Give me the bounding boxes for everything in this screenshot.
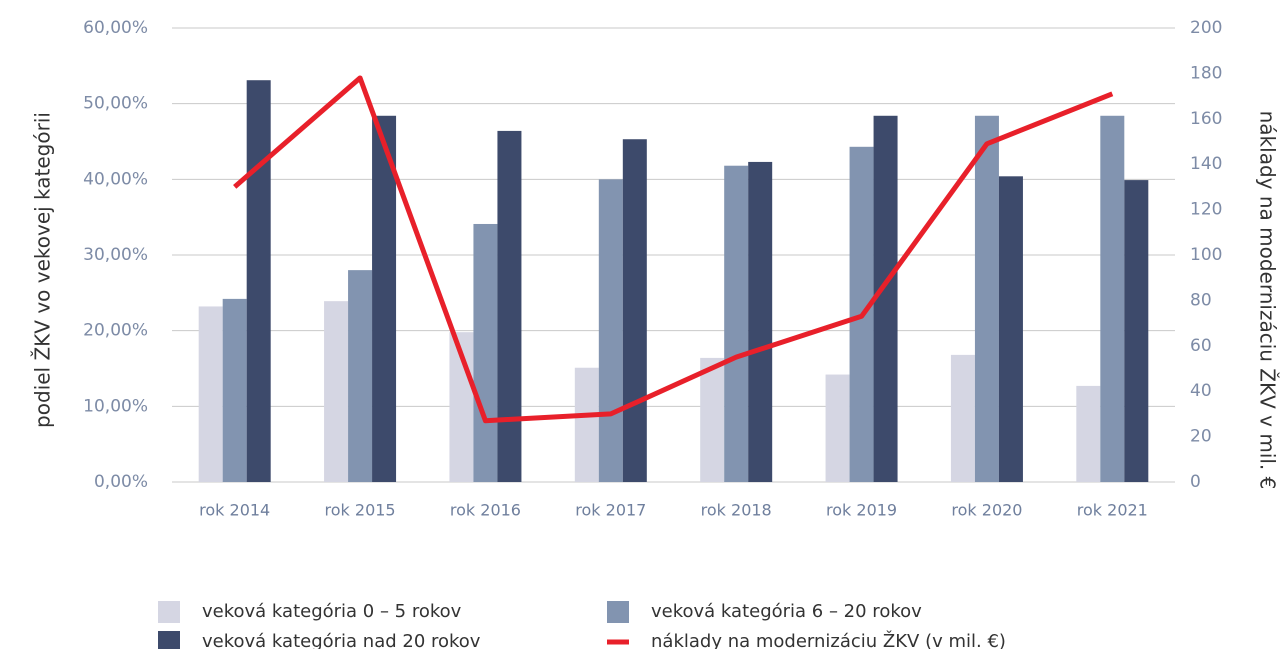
bar xyxy=(246,80,271,483)
y2-tick-label: 140 xyxy=(1190,154,1222,174)
y-tick-label: 10,00% xyxy=(83,396,148,416)
y-tick-label: 60,00% xyxy=(83,18,148,38)
y-tick-label: 20,00% xyxy=(83,321,148,341)
y2-tick-label: 20 xyxy=(1190,427,1212,447)
bar xyxy=(198,306,223,482)
x-tick-label: rok 2021 xyxy=(1077,501,1148,520)
bar xyxy=(574,367,599,482)
bar xyxy=(974,115,999,483)
bar xyxy=(1100,115,1125,483)
bar xyxy=(372,115,397,483)
legend-label: veková kategória 0 – 5 rokov xyxy=(202,601,462,622)
bar xyxy=(622,139,647,483)
bar xyxy=(598,179,623,483)
legend-swatch xyxy=(158,631,180,649)
x-tick-label: rok 2018 xyxy=(701,501,772,520)
x-tick-label: rok 2020 xyxy=(951,501,1022,520)
bar xyxy=(998,176,1023,482)
bar xyxy=(700,357,725,482)
x-tick-label: rok 2014 xyxy=(199,501,270,520)
legend-label: veková kategória nad 20 rokov xyxy=(202,631,481,649)
bar xyxy=(473,223,498,482)
y2-tick-label: 40 xyxy=(1190,381,1212,401)
bar xyxy=(724,165,749,483)
legend-swatch xyxy=(158,601,180,623)
bar xyxy=(497,130,522,482)
x-tick-label: rok 2019 xyxy=(826,501,897,520)
x-tick-label: rok 2017 xyxy=(575,501,646,520)
bar xyxy=(222,298,247,482)
y2-tick-label: 60 xyxy=(1190,336,1212,356)
bar xyxy=(748,161,773,482)
bar xyxy=(1124,180,1149,482)
y-tick-label: 30,00% xyxy=(83,245,148,265)
y2-tick-label: 80 xyxy=(1190,290,1212,310)
legend-label: veková kategória 6 – 20 rokov xyxy=(651,601,922,622)
legend-swatch xyxy=(607,601,629,623)
y2-tick-label: 200 xyxy=(1190,18,1222,38)
y-tick-label: 0,00% xyxy=(94,472,148,492)
bar xyxy=(825,374,850,482)
y2-tick-label: 160 xyxy=(1190,109,1222,129)
x-tick-label: rok 2015 xyxy=(325,501,396,520)
bar xyxy=(348,270,373,482)
y2-tick-label: 0 xyxy=(1190,472,1201,492)
bar xyxy=(324,301,349,482)
line xyxy=(233,75,1114,424)
bar xyxy=(950,354,975,482)
y2-axis-title: náklady na modernizáciu ŽKV v mil. € xyxy=(1256,111,1280,490)
y2-tick-label: 100 xyxy=(1190,245,1222,265)
y-tick-label: 50,00% xyxy=(83,94,148,114)
x-tick-label: rok 2016 xyxy=(450,501,521,520)
y-tick-label: 40,00% xyxy=(83,169,148,189)
y2-tick-label: 120 xyxy=(1190,200,1222,220)
y2-tick-label: 180 xyxy=(1190,63,1222,83)
y-axis-title: podiel ŽKV vo vekovej kategórii xyxy=(31,112,55,428)
legend-label: náklady na modernizáciu ŽKV (v mil. €) xyxy=(651,630,1006,649)
bar xyxy=(1076,385,1101,482)
bar xyxy=(873,115,898,483)
